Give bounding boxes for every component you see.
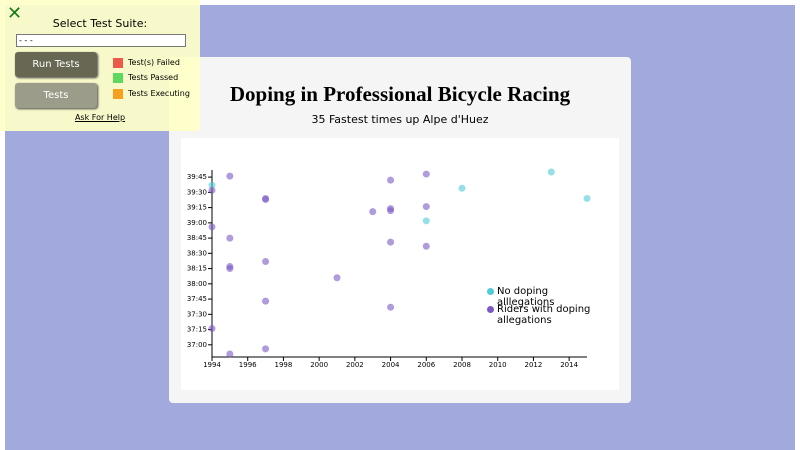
x-tick-label: 1996 <box>239 361 257 369</box>
y-tick-label: 38:15 <box>187 265 207 273</box>
x-tick-label: 1998 <box>275 361 293 369</box>
legend-swatch <box>487 288 494 295</box>
x-tick-label: 2002 <box>346 361 364 369</box>
x-tick-label: 2000 <box>310 361 328 369</box>
x-tick-label: 2014 <box>560 361 578 369</box>
data-point <box>583 194 591 202</box>
data-point <box>208 186 216 194</box>
y-tick-label: 38:45 <box>187 234 207 242</box>
data-point <box>262 297 270 305</box>
close-button[interactable]: ✕ <box>7 3 23 24</box>
y-tick-label: 39:45 <box>187 173 207 181</box>
data-point <box>547 168 555 176</box>
data-point <box>226 265 234 273</box>
y-tick-label: 39:30 <box>187 188 207 196</box>
data-point <box>208 223 216 231</box>
legend-swatch <box>487 306 494 313</box>
legend-label: No doping alllegations <box>497 286 555 308</box>
legend-text: Tests Passed <box>128 73 179 82</box>
run-tests-button[interactable]: Run Tests <box>15 52 97 77</box>
y-tick-label: 38:30 <box>187 249 207 257</box>
x-tick-label: 1994 <box>203 361 221 369</box>
legend-item: Riders with doping allegations <box>487 304 612 326</box>
data-point <box>208 325 216 333</box>
data-point <box>387 176 395 184</box>
x-tick-label: 2006 <box>417 361 435 369</box>
y-tick-label: 38:00 <box>187 280 207 288</box>
data-point <box>422 170 430 178</box>
panel-heading: Select Test Suite: <box>52 17 148 30</box>
data-point <box>387 207 395 215</box>
data-point <box>208 181 216 189</box>
data-point <box>226 234 234 242</box>
x-tick-label: 2010 <box>489 361 507 369</box>
legend-text: Tests Executing <box>128 89 190 98</box>
y-tick-label: 37:30 <box>187 310 207 318</box>
y-tick-label: 37:45 <box>187 295 207 303</box>
help-link[interactable]: Ask For Help <box>74 113 126 122</box>
executing-swatch <box>113 89 123 99</box>
data-point <box>262 345 270 353</box>
chart-title: Doping in Professional Bicycle Racing <box>229 82 571 106</box>
data-point <box>226 172 234 180</box>
data-point <box>422 242 430 250</box>
test-panel: ✕ Select Test Suite: - - - Run Tests Tes… <box>0 0 200 131</box>
data-point <box>333 274 341 282</box>
data-point <box>387 238 395 246</box>
data-point <box>262 195 270 203</box>
chart-subtitle: 35 Fastest times up Alpe d'Huez <box>311 113 489 126</box>
passed-swatch <box>113 73 123 83</box>
y-tick-label: 37:00 <box>187 341 207 349</box>
data-point <box>458 184 466 192</box>
tests-button[interactable]: Tests <box>15 83 97 108</box>
x-tick-label: 2008 <box>453 361 471 369</box>
y-tick-label: 39:00 <box>187 219 207 227</box>
y-tick-label: 39:15 <box>187 204 207 212</box>
legend-text: Test(s) Failed <box>128 58 180 67</box>
data-point <box>369 208 377 216</box>
data-point <box>262 257 270 265</box>
failed-swatch <box>113 58 123 68</box>
data-point <box>422 203 430 211</box>
data-point <box>226 350 234 358</box>
data-point <box>422 217 430 225</box>
suite-select[interactable]: - - - <box>16 34 186 47</box>
data-point <box>387 303 395 311</box>
x-tick-label: 2012 <box>525 361 543 369</box>
y-tick-label: 37:15 <box>187 326 207 334</box>
legend-label: Riders with doping allegations <box>497 304 591 326</box>
plot-area <box>181 138 619 390</box>
legend-item: No doping alllegations <box>487 286 612 308</box>
x-tick-label: 2004 <box>382 361 400 369</box>
